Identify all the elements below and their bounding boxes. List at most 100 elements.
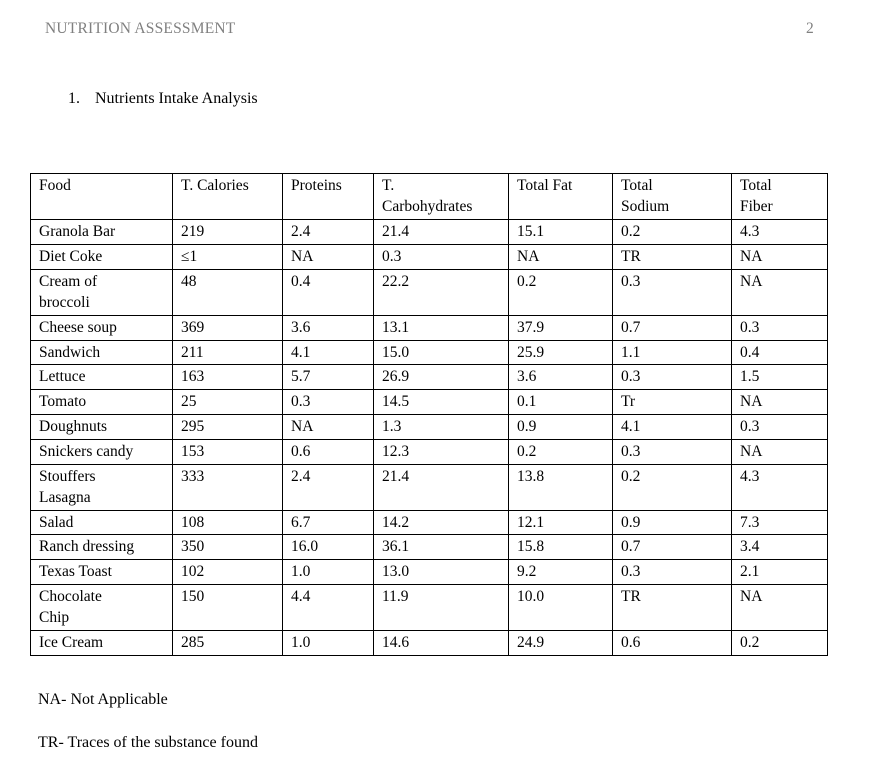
food-name-cell: Ice Cream	[30, 630, 173, 656]
table-cell: NA	[731, 243, 828, 270]
table-cell: 12.1	[508, 509, 613, 536]
table-cell: 0.7	[612, 314, 732, 341]
table-cell: 0.2	[731, 630, 828, 656]
table-cell: 4.3	[731, 463, 828, 511]
table-cell: 10.0	[508, 584, 613, 632]
table-cell: 13.8	[508, 463, 613, 511]
table-cell: 0.3	[282, 389, 374, 415]
table-cell: 295	[172, 413, 283, 440]
table-cell: 12.3	[373, 438, 509, 465]
table-cell: 25.9	[508, 339, 613, 366]
table-cell: 15.8	[508, 534, 613, 561]
footnote-na: NA- Not Applicable	[38, 691, 168, 708]
table-cell: 285	[172, 630, 283, 656]
table-cell: 163	[172, 364, 283, 391]
table-row: Texas Toast 102 1.0 13.0 9.2 0.3 2.1	[30, 559, 828, 586]
table-cell: 0.2	[508, 438, 613, 465]
section-heading: 1. Nutrients Intake Analysis	[68, 90, 258, 108]
table-cell: NA	[282, 413, 374, 440]
table-cell: 0.6	[612, 630, 732, 656]
table-row: Tomato 25 0.3 14.5 0.1 Tr NA	[30, 389, 828, 415]
table-cell: 3.6	[508, 364, 613, 391]
table-cell: 0.6	[282, 438, 374, 465]
table-cell: 5.7	[282, 364, 374, 391]
running-head: NUTRITION ASSESSMENT	[45, 20, 236, 37]
table-cell: 3.6	[282, 314, 374, 341]
table-cell: TR	[612, 584, 732, 632]
table-cell: 0.3	[731, 314, 828, 341]
table-cell: 0.2	[612, 463, 732, 511]
table-cell: 2.4	[282, 463, 374, 511]
table-cell: NA	[731, 389, 828, 415]
food-name-cell: Diet Coke	[30, 243, 173, 270]
table-cell: 2.1	[731, 559, 828, 586]
food-name-cell: Texas Toast	[30, 559, 173, 586]
column-header-food: Food	[30, 172, 173, 221]
table-cell: 0.4	[731, 339, 828, 366]
table-row: Cheese soup 369 3.6 13.1 37.9 0.7 0.3	[30, 314, 828, 341]
table-cell: NA	[282, 243, 374, 270]
table-row: Snickers candy 153 0.6 12.3 0.2 0.3 NA	[30, 438, 828, 465]
table-cell: 1.1	[612, 339, 732, 366]
food-name-cell: Lettuce	[30, 364, 173, 391]
table-row: Lettuce 163 5.7 26.9 3.6 0.3 1.5	[30, 364, 828, 391]
table-cell: 0.2	[508, 268, 613, 316]
heading-number: 1.	[68, 90, 80, 107]
food-name-cell: Granola Bar	[30, 219, 173, 245]
table-cell: 219	[172, 219, 283, 245]
table-cell: 37.9	[508, 314, 613, 341]
table-cell: 0.7	[612, 534, 732, 561]
table-cell: 1.0	[282, 559, 374, 586]
column-header-sodium: Total Sodium	[612, 172, 732, 221]
table-cell: 9.2	[508, 559, 613, 586]
column-header-carbohydrates: T. Carbohydrates	[373, 172, 509, 221]
table-cell: 153	[172, 438, 283, 465]
table-cell: 4.1	[612, 413, 732, 440]
table-cell: 0.3	[612, 364, 732, 391]
table-cell: 0.3	[373, 243, 509, 270]
table-cell: 4.3	[731, 219, 828, 245]
table-cell: 2.4	[282, 219, 374, 245]
table-header-row: Food T. Calories Proteins T. Carbohydrat…	[30, 172, 828, 221]
table-cell: 25	[172, 389, 283, 415]
table-cell: 102	[172, 559, 283, 586]
table-cell: 13.1	[373, 314, 509, 341]
food-name-cell: Cheese soup	[30, 314, 173, 341]
page-number: 2	[806, 20, 814, 37]
table-cell: 13.0	[373, 559, 509, 586]
table-cell: 15.0	[373, 339, 509, 366]
table-row: Granola Bar 219 2.4 21.4 15.1 0.2 4.3	[30, 219, 828, 245]
table-cell: 22.2	[373, 268, 509, 316]
table-cell: 6.7	[282, 509, 374, 536]
table-cell: 1.5	[731, 364, 828, 391]
table-cell: 0.3	[731, 413, 828, 440]
table-cell: NA	[731, 584, 828, 632]
food-name-cell: Stouffers Lasagna	[30, 463, 173, 511]
column-header-fiber: Total Fiber	[731, 172, 828, 221]
table-cell: 0.4	[282, 268, 374, 316]
table-cell: 14.2	[373, 509, 509, 536]
table-cell: 21.4	[373, 219, 509, 245]
food-name-cell: Cream of broccoli	[30, 268, 173, 316]
column-header-proteins: Proteins	[282, 172, 374, 221]
table-cell: 24.9	[508, 630, 613, 656]
table-row: Salad 108 6.7 14.2 12.1 0.9 7.3	[30, 509, 828, 536]
table-row: Ice Cream 285 1.0 14.6 24.9 0.6 0.2	[30, 630, 828, 656]
table-cell: 0.9	[612, 509, 732, 536]
table-cell: 48	[172, 268, 283, 316]
table-cell: 1.0	[282, 630, 374, 656]
food-name-cell: Tomato	[30, 389, 173, 415]
table-cell: 350	[172, 534, 283, 561]
heading-text: Nutrients Intake Analysis	[95, 90, 258, 107]
table-cell: 150	[172, 584, 283, 632]
table-cell: 21.4	[373, 463, 509, 511]
column-header-calories: T. Calories	[172, 172, 283, 221]
table-cell: 4.1	[282, 339, 374, 366]
table-row: Diet Coke ≤1 NA 0.3 NA TR NA	[30, 243, 828, 270]
table-cell: 211	[172, 339, 283, 366]
table-cell: NA	[731, 268, 828, 316]
table-cell: NA	[508, 243, 613, 270]
food-name-cell: Snickers candy	[30, 438, 173, 465]
table-cell: 0.3	[612, 268, 732, 316]
